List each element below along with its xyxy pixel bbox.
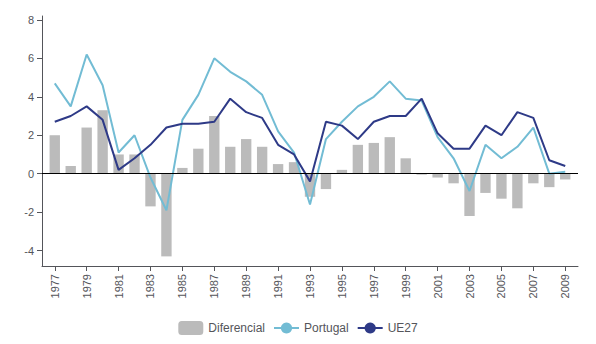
svg-text:2009: 2009 — [559, 274, 571, 298]
svg-text:-2: -2 — [24, 206, 34, 218]
svg-text:2003: 2003 — [464, 274, 476, 298]
svg-text:2: 2 — [28, 129, 34, 141]
svg-text:1993: 1993 — [304, 274, 316, 298]
svg-text:1977: 1977 — [49, 274, 61, 298]
svg-text:4: 4 — [28, 91, 34, 103]
svg-text:1987: 1987 — [208, 274, 220, 298]
svg-text:1997: 1997 — [368, 274, 380, 298]
svg-text:2001: 2001 — [432, 274, 444, 298]
svg-text:UE27: UE27 — [388, 321, 418, 335]
svg-text:8: 8 — [28, 14, 34, 26]
svg-text:Portugal: Portugal — [304, 321, 349, 335]
svg-text:1995: 1995 — [336, 274, 348, 298]
svg-text:-4: -4 — [24, 245, 34, 257]
svg-text:Diferencial: Diferencial — [208, 321, 265, 335]
svg-text:1999: 1999 — [400, 274, 412, 298]
svg-text:2007: 2007 — [527, 274, 539, 298]
svg-text:1989: 1989 — [240, 274, 252, 298]
svg-text:2005: 2005 — [495, 274, 507, 298]
svg-text:0: 0 — [28, 168, 34, 180]
svg-text:1991: 1991 — [272, 274, 284, 298]
svg-text:6: 6 — [28, 52, 34, 64]
svg-text:1983: 1983 — [144, 274, 156, 298]
svg-text:1981: 1981 — [113, 274, 125, 298]
svg-text:1979: 1979 — [81, 274, 93, 298]
svg-text:1985: 1985 — [176, 274, 188, 298]
